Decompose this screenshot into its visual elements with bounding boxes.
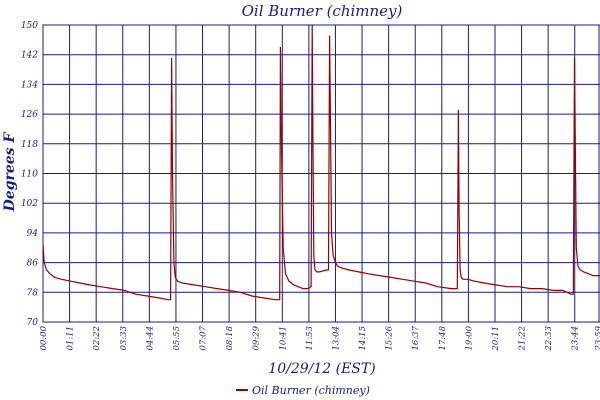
plot-area: 70 78 86 94 102 110 118 126 134 142 150 00:00 01:11 0… (21, 21, 600, 352)
x-tick-label: 01:11 (66, 326, 76, 351)
x-tick-label: 08:18 (225, 325, 235, 350)
x-tick-label: 00:00 (39, 325, 49, 350)
x-tick-label: 05:55 (172, 326, 182, 351)
x-tick-label: 03:33 (119, 326, 129, 351)
chart-title: Oil Burner (chimney) (242, 2, 403, 20)
y-tick-label: 134 (21, 80, 38, 90)
x-tick-label: 23:44 (571, 326, 581, 352)
x-tick-label: 15:26 (385, 325, 395, 350)
y-tick-label: 102 (21, 199, 38, 209)
series-line (42, 24, 600, 301)
x-tick-label: 13:04 (331, 326, 341, 351)
x-tick-label: 23:59 (594, 325, 600, 351)
y-tick-label: 110 (21, 170, 38, 180)
y-tick-label: 94 (27, 229, 39, 239)
x-tick-label: 14:15 (358, 326, 368, 351)
x-tick-label: 10:41 (278, 326, 288, 351)
y-tick-label: 126 (21, 110, 38, 120)
y-tick-label: 70 (27, 318, 39, 328)
x-axis-label: 10/29/12 (EST) (268, 361, 375, 377)
y-tick-label: 150 (21, 21, 38, 31)
x-tick-label: 07:07 (199, 325, 209, 350)
legend: Oil Burner (chimney) (236, 384, 370, 397)
x-tick-label: 09:29 (252, 325, 262, 350)
x-tick-label: 22:33 (544, 326, 554, 352)
y-tick-label: 78 (27, 288, 39, 298)
legend-label: Oil Burner (chimney) (252, 384, 370, 397)
x-tick-label: 17:48 (438, 325, 448, 350)
x-tick-label: 11:53 (305, 326, 315, 351)
x-tick-label: 21:22 (518, 326, 528, 352)
x-tick-label: 16:37 (411, 325, 421, 350)
x-tick-label: 04:44 (145, 326, 155, 351)
plot-frame (42, 24, 600, 323)
y-axis-label: Degrees F (2, 132, 18, 213)
y-tick-label: 142 (21, 51, 38, 61)
x-tick-label: 20:11 (491, 326, 501, 352)
y-tick-label: 118 (21, 140, 38, 150)
x-tick-label: 19:00 (464, 325, 474, 350)
y-tick-label: 86 (27, 259, 39, 269)
x-tick-label: 02:22 (92, 326, 102, 351)
